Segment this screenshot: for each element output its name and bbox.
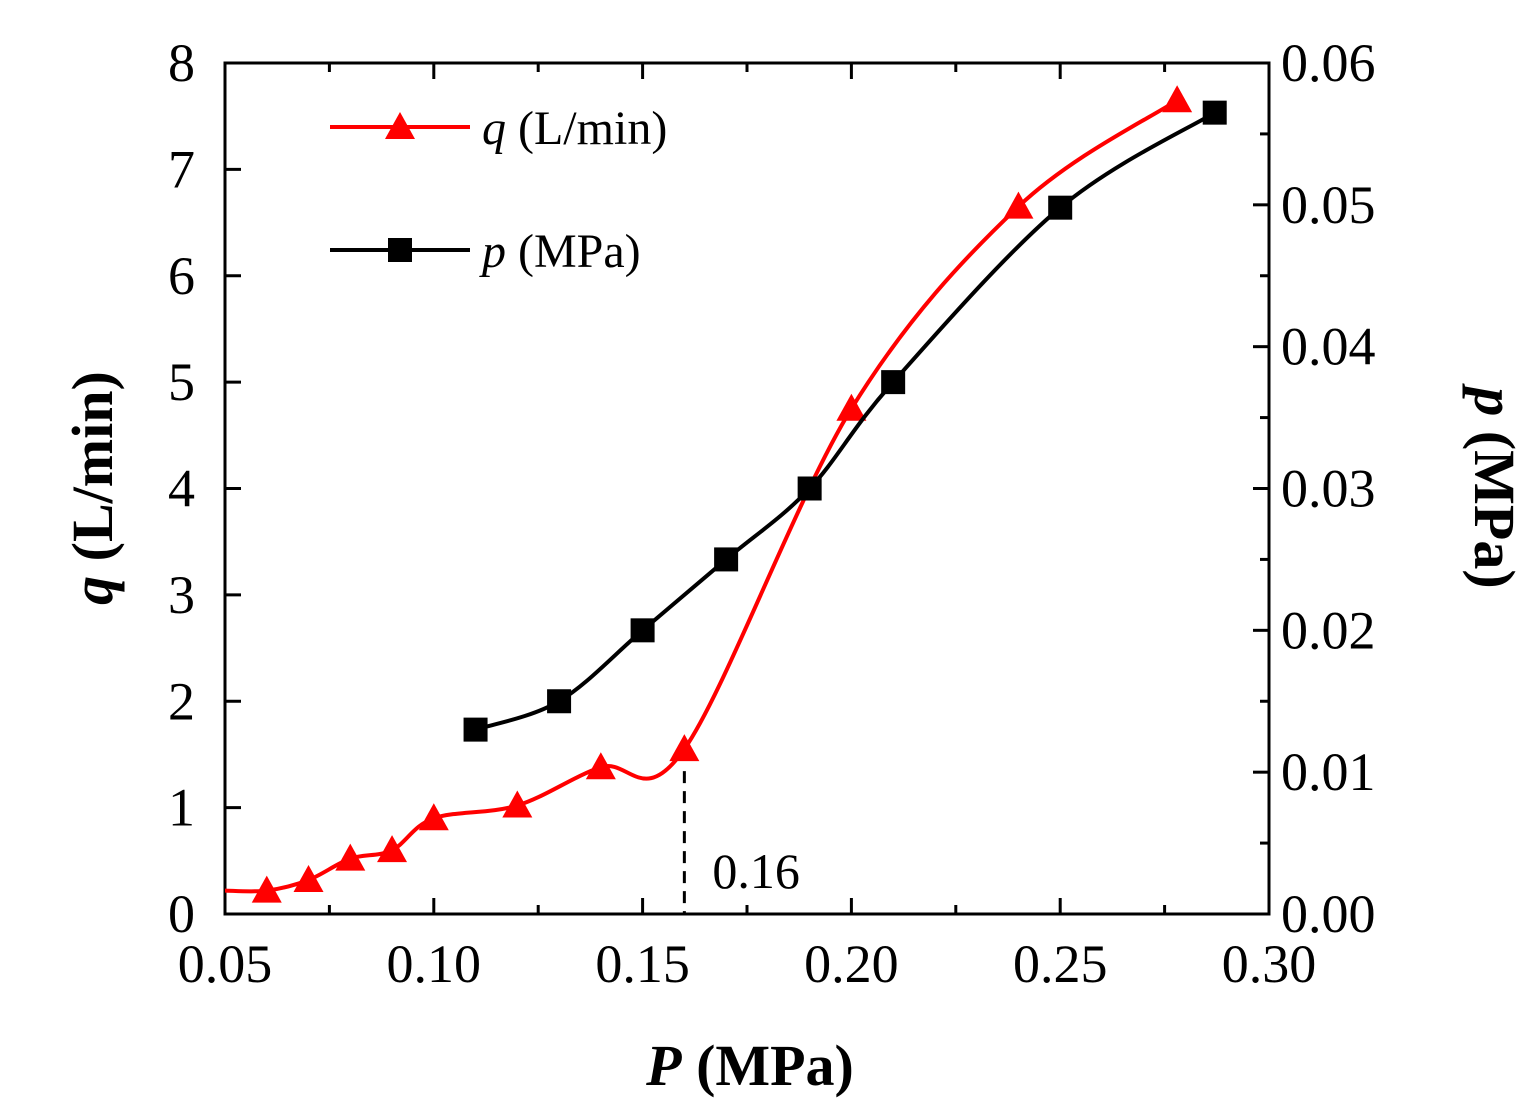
x-tick-label: 0.10 [387,934,482,994]
legend-p-unit: (MPa) [506,225,641,278]
series-q-point [418,803,449,831]
y-left-tick-label: 6 [168,246,195,306]
y-right-tick-label: 0.04 [1281,317,1376,377]
ticks-layer: 0.05 0.10 0.15 0.20 0.25 0.30 0 1 2 3 4 5 6 7 8 0.00 0.0… [168,33,1376,994]
legend-q-symbol: q [482,102,506,155]
series-q-point [669,734,700,762]
series-q-point [293,864,324,892]
series-q-point [836,393,867,421]
y-left-tick-label: 2 [168,671,195,731]
annotation-layer: 0.16 [682,771,800,914]
x-tick-label: 0.25 [1013,934,1108,994]
series-p-point [1202,100,1227,125]
legend-p-label: p (MPa) [479,225,641,278]
y-right-axis-title: p (MPa) [1462,382,1527,588]
series-p-point [547,689,572,714]
legend-q-marker [385,112,415,139]
series-q-point [335,843,366,871]
plot-frame [223,61,1271,916]
x-axis-title: P (MPa) [645,1033,854,1098]
y-right-tick-label: 0.06 [1281,33,1376,93]
x-axis-symbol: P [645,1033,682,1098]
series-p-point [1048,195,1073,220]
legend: q (L/min) p (MPa) [330,102,667,278]
x-tick-label: 0.05 [178,934,273,994]
series-p-point [463,717,488,742]
y-left-tick-label: 8 [168,33,195,93]
y-left-tick-label: 3 [168,565,195,625]
series-q-point [502,790,533,818]
y-right-tick-label: 0.03 [1281,459,1376,519]
y-left-tick-label: 1 [168,778,195,838]
series-q-line [224,98,1179,894]
y-left-axis-title: q (L/min) [60,371,125,605]
series-p-point [797,476,822,501]
y-right-axis-symbol: p [1462,382,1527,416]
legend-q-unit: (L/min) [506,102,667,155]
y-right-tick-label: 0.02 [1281,600,1376,660]
x-tick-label: 0.15 [595,934,690,994]
series-q-point [1162,85,1193,113]
y-right-tick-label: 0.01 [1281,742,1376,802]
series-q-point [1003,191,1034,219]
series-p-point [881,370,906,395]
x-tick-label: 0.20 [804,934,899,994]
legend-p-symbol: p [479,225,506,278]
legend-q-label: q (L/min) [482,102,667,155]
series-q-point [251,875,282,903]
y-right-tick-label: 0.05 [1281,175,1376,235]
series-q-point [377,835,408,863]
x-axis-unit: (MPa) [682,1033,854,1098]
y-right-tick-label: 0.00 [1281,884,1376,944]
y-left-axis-unit: (L/min) [60,371,125,576]
y-left-tick-label: 0 [168,884,195,944]
legend-p-marker [388,238,412,262]
series-q-point [585,752,616,780]
series-p-point [714,547,739,572]
y-left-axis-symbol: q [60,576,125,605]
series-p-point [630,618,655,643]
annotation-label: 0.16 [712,843,800,899]
x-tick-label: 0.30 [1222,934,1317,994]
y-left-tick-label: 4 [168,459,195,519]
y-left-tick-label: 5 [168,352,195,412]
y-left-tick-label: 7 [168,139,195,199]
y-right-axis-unit: (MPa) [1462,416,1527,588]
series-layer [224,85,1227,903]
